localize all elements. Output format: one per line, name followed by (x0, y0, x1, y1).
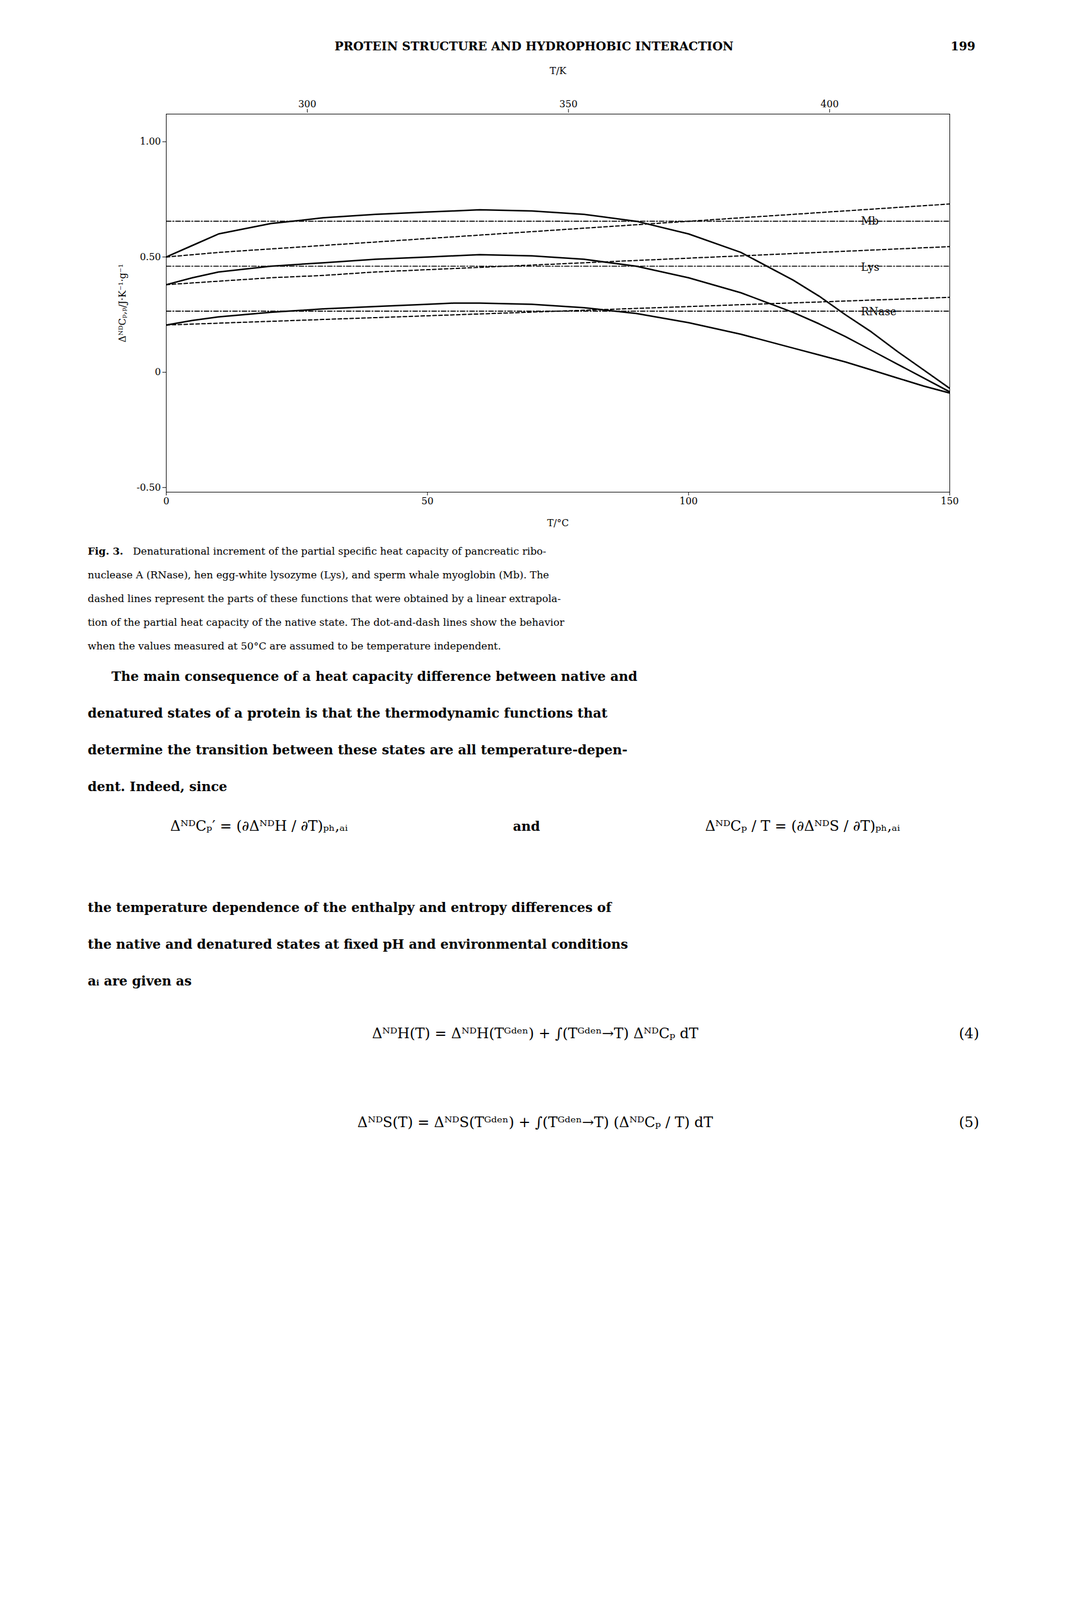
svg-text:1.00: 1.00 (139, 135, 162, 147)
svg-text:0: 0 (162, 495, 169, 507)
svg-text:T/°C: T/°C (547, 517, 569, 529)
html-text:dent. Indeed, since: dent. Indeed, since (87, 778, 228, 795)
svg-text:0: 0 (154, 366, 161, 378)
html-text:when the values measured at 50: when the values measured at 50°C are ass… (87, 640, 501, 652)
html-text:ΔᴺᴰCₚ / T = (∂ΔᴺᴰS / ∂T)ₚₕ,ₐᵢ: ΔᴺᴰCₚ / T = (∂ΔᴺᴰS / ∂T)ₚₕ,ₐᵢ (705, 817, 901, 835)
svg-text:400: 400 (820, 98, 840, 110)
svg-text:350: 350 (559, 98, 578, 110)
html-text:(4): (4) (958, 1025, 980, 1042)
html-text:and: and (512, 818, 540, 834)
svg-text:0.50: 0.50 (139, 251, 162, 263)
html-text:ΔᴺᴰCₚ′ = (∂ΔᴺᴰH / ∂T)ₚₕ,ₐᵢ: ΔᴺᴰCₚ′ = (∂ΔᴺᴰH / ∂T)ₚₕ,ₐᵢ (170, 817, 348, 835)
html-text:dashed lines represent the par: dashed lines represent the parts of thes… (87, 592, 561, 605)
html-text:ΔᴺᴰS(T) = ΔᴺᴰS(Tᴳᵈᵉⁿ) + ∫(Tᴳᵈᵉ: ΔᴺᴰS(T) = ΔᴺᴰS(Tᴳᵈᵉⁿ) + ∫(Tᴳᵈᵉⁿ→T) (ΔᴺᴰC… (357, 1114, 713, 1131)
html-text:aᵢ are given as: aᵢ are given as (87, 973, 192, 989)
html-text:nuclease A (RNase), hen egg-wh: nuclease A (RNase), hen egg-white lysozy… (87, 568, 550, 581)
svg-text:Lys: Lys (861, 260, 880, 274)
html-text:The main consequence of a heat: The main consequence of a heat capacity … (111, 668, 638, 684)
html-text:(5): (5) (958, 1114, 980, 1131)
svg-text:RNase: RNase (861, 305, 897, 318)
svg-text:-0.50: -0.50 (136, 481, 161, 494)
svg-text:150: 150 (940, 495, 959, 507)
svg-text:300: 300 (298, 98, 317, 110)
html-text:ΔᴺᴰH(T) = ΔᴺᴰH(Tᴳᵈᵉⁿ) + ∫(Tᴳᵈᵉ: ΔᴺᴰH(T) = ΔᴺᴰH(Tᴳᵈᵉⁿ) + ∫(Tᴳᵈᵉⁿ→T) ΔᴺᴰCₚ… (371, 1025, 699, 1042)
html-text:Fig. 3. Denaturational increme: Fig. 3. Denaturational increment of the … (87, 545, 547, 558)
html-text:tion of the partial heat capac: tion of the partial heat capacity of the… (87, 616, 565, 629)
html-text:the native and denatured state: the native and denatured states at fixed… (87, 936, 628, 952)
svg-text:T/K: T/K (549, 65, 567, 77)
svg-text:Mb: Mb (861, 214, 879, 227)
html-text:determine the transition betwe: determine the transition between these s… (87, 742, 628, 758)
svg-text:100: 100 (679, 495, 699, 507)
html-text:the temperature dependence of: the temperature dependence of the enthal… (87, 899, 612, 916)
html-text:PROTEIN STRUCTURE AND HYDROPHO: PROTEIN STRUCTURE AND HYDROPHOBIC INTERA… (334, 39, 734, 54)
svg-text:50: 50 (421, 495, 434, 507)
html-text:denatured states of a protein: denatured states of a protein is that th… (87, 705, 608, 721)
svg-text:ΔᴺᴰCₚ,ₚ/J·K⁻¹·g⁻¹: ΔᴺᴰCₚ,ₚ/J·K⁻¹·g⁻¹ (116, 263, 129, 342)
html-text:199: 199 (950, 39, 976, 54)
